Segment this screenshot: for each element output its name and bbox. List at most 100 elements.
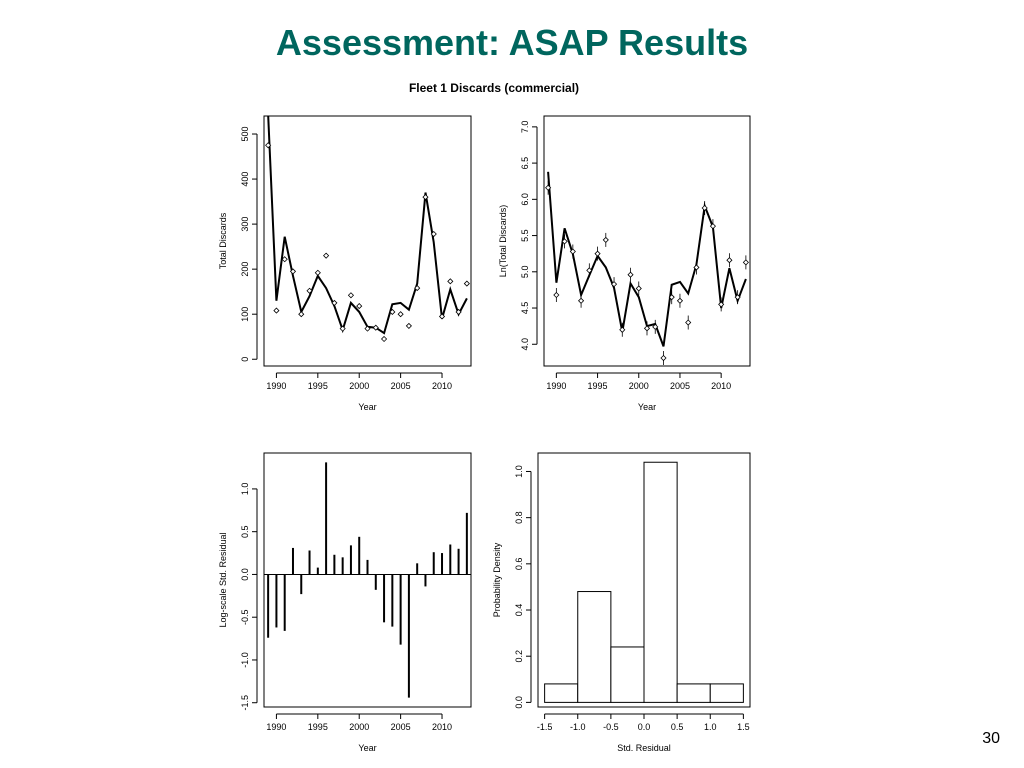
- histogram-bar: [577, 591, 612, 703]
- observed-point: [347, 292, 355, 299]
- histogram-bar: [643, 461, 678, 703]
- y-axis-label: Ln(Total Discards): [498, 205, 508, 278]
- observed-point: [289, 268, 297, 275]
- observed-point: [364, 325, 371, 332]
- x-tick-label: 1995: [588, 381, 608, 391]
- x-tick-label: 2000: [629, 381, 649, 391]
- observed-point: [306, 287, 313, 294]
- x-tick-label: 0.0: [638, 722, 651, 732]
- histogram-bar: [610, 646, 645, 703]
- observed-point: [314, 269, 321, 276]
- x-axis-label: Year: [358, 743, 376, 753]
- observed-point: [339, 325, 346, 332]
- y-tick-label: 1.0: [514, 465, 524, 478]
- observed-point: [693, 264, 700, 271]
- x-tick-label: 1.5: [737, 722, 750, 732]
- observed-point: [668, 294, 675, 301]
- observed-point: [356, 303, 363, 310]
- observed-point: [422, 194, 429, 201]
- observed-point: [726, 257, 733, 264]
- observed-point: [281, 256, 288, 263]
- plot-area: [545, 171, 749, 366]
- y-tick-label: 0.0: [514, 696, 524, 709]
- x-tick-label: 2005: [670, 381, 690, 391]
- observed-point: [635, 285, 642, 292]
- plot-area: [265, 116, 470, 343]
- slide-title: Assessment: ASAP Results: [275, 22, 749, 63]
- observed-point: [586, 267, 593, 274]
- y-tick-label: 7.0: [520, 121, 530, 134]
- y-tick-label: 0.5: [240, 525, 250, 538]
- observed-point: [594, 250, 601, 257]
- histogram-bar: [544, 683, 579, 703]
- observed-point: [372, 324, 379, 331]
- y-tick-label: -0.5: [240, 609, 250, 625]
- y-tick-label: 500: [240, 127, 250, 142]
- observed-point: [455, 308, 462, 316]
- observed-point: [545, 184, 552, 191]
- y-tick-label: 400: [240, 172, 250, 187]
- x-tick-label: 1995: [308, 381, 328, 391]
- predicted-line: [267, 116, 468, 335]
- observed-point: [298, 311, 305, 318]
- y-axis-label: Total Discards: [218, 212, 228, 269]
- x-tick-label: 1990: [546, 381, 566, 391]
- observed-point: [447, 278, 454, 285]
- plot-frame: [537, 452, 751, 708]
- observed-point: [627, 271, 634, 278]
- x-tick-label: -0.5: [603, 722, 619, 732]
- x-tick-label: 2005: [391, 722, 411, 732]
- observed-point: [405, 322, 412, 329]
- observed-point: [273, 307, 280, 314]
- y-tick-label: 4.0: [520, 338, 530, 351]
- y-tick-label: 0: [240, 357, 250, 362]
- observed-point: [553, 291, 560, 299]
- observed-point: [463, 280, 470, 287]
- predicted-line: [547, 171, 747, 347]
- observed-point: [265, 142, 272, 149]
- x-tick-label: 2000: [349, 381, 369, 391]
- x-tick-label: -1.0: [570, 722, 586, 732]
- y-tick-label: 0.2: [514, 650, 524, 663]
- x-tick-label: 1995: [308, 722, 328, 732]
- y-tick-label: 100: [240, 307, 250, 322]
- observed-point: [438, 313, 446, 320]
- x-axis-label: Year: [358, 402, 376, 412]
- panel-residuals: 1990 1995 2000 2005 2010 Year -1.5 -1.0 -0.5 0.0 0…: [218, 452, 472, 753]
- observed-point: [619, 326, 626, 333]
- observed-point: [414, 285, 421, 292]
- y-tick-label: 6.0: [520, 193, 530, 206]
- y-tick-label: 1.0: [240, 483, 250, 496]
- y-tick-label: 0.8: [514, 511, 524, 524]
- plot-area: [544, 461, 744, 703]
- observed-point: [430, 230, 437, 238]
- observed-point: [397, 311, 404, 318]
- y-tick-label: 0.4: [514, 604, 524, 617]
- y-tick-label: -1.0: [240, 652, 250, 668]
- y-tick-label: 200: [240, 262, 250, 277]
- observed-point: [652, 323, 659, 330]
- x-tick-label: -1.5: [537, 722, 553, 732]
- x-axis-label: Year: [638, 402, 656, 412]
- x-tick-label: 0.5: [671, 722, 684, 732]
- observed-point: [685, 319, 692, 326]
- x-tick-label: 2005: [391, 381, 411, 391]
- y-axis-label: Probability Density: [492, 542, 502, 617]
- observed-point: [701, 204, 708, 212]
- observed-point: [709, 223, 716, 230]
- slide-number: 30: [982, 730, 1000, 747]
- observed-point: [569, 248, 576, 255]
- observed-point: [742, 259, 749, 266]
- y-tick-label: 0.0: [240, 568, 250, 581]
- observed-point: [660, 354, 667, 362]
- observed-point: [676, 297, 684, 304]
- observed-point: [380, 335, 388, 343]
- observed-point: [578, 297, 585, 304]
- observed-point: [643, 325, 651, 332]
- y-tick-label: 5.5: [520, 229, 530, 242]
- x-tick-label: 2000: [349, 722, 369, 732]
- observed-point: [389, 308, 396, 316]
- x-tick-label: 2010: [432, 381, 452, 391]
- observed-point: [610, 281, 618, 288]
